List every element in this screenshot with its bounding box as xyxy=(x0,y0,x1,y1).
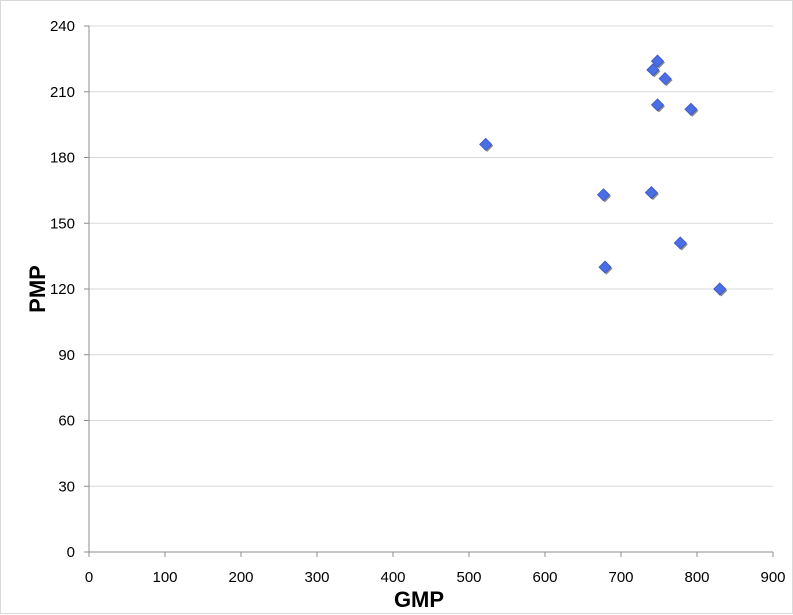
y-tick-label: 210 xyxy=(50,84,75,101)
x-tick-label: 900 xyxy=(760,569,785,586)
y-tick-label: 60 xyxy=(58,413,75,430)
y-tick-label: 120 xyxy=(50,281,75,298)
data-point xyxy=(684,102,699,117)
data-point-marker xyxy=(658,72,672,86)
point-layer xyxy=(479,54,728,297)
x-axis-title: GMP xyxy=(394,587,444,612)
y-axis-title: PMP xyxy=(25,265,50,313)
data-point xyxy=(596,188,612,203)
y-tick-label: 90 xyxy=(58,347,75,364)
x-tick-label: 300 xyxy=(304,569,329,586)
x-tick-label: 600 xyxy=(532,569,557,586)
data-point xyxy=(598,260,613,275)
y-tick-label: 150 xyxy=(50,215,75,232)
data-point xyxy=(650,98,665,113)
x-tick-label: 100 xyxy=(152,569,177,586)
x-tick-label: 400 xyxy=(380,569,405,586)
axis-layer xyxy=(84,25,774,557)
data-point-marker xyxy=(713,282,727,296)
data-point-marker xyxy=(479,137,493,151)
x-tick-label: 500 xyxy=(456,569,481,586)
y-tick-label: 240 xyxy=(50,18,75,35)
x-tick-label: 200 xyxy=(228,569,253,586)
data-point xyxy=(713,282,728,297)
data-point-marker xyxy=(598,260,612,274)
grid-layer xyxy=(89,25,773,487)
data-point xyxy=(644,186,659,201)
y-tick-label: 180 xyxy=(50,150,75,167)
data-point-marker xyxy=(646,63,660,77)
x-tick-label: 800 xyxy=(684,569,709,586)
data-point xyxy=(658,72,673,87)
data-point-marker xyxy=(596,188,611,202)
data-point-marker xyxy=(684,102,698,116)
y-tick-label: 0 xyxy=(67,544,75,561)
data-point xyxy=(650,54,665,69)
tick-layer: 0 30 60 90 120 150 180 210 240 0 100 200 300 400 500 60… xyxy=(50,18,786,586)
x-tick-label: 700 xyxy=(608,569,633,586)
x-tick-label: 0 xyxy=(85,569,93,586)
data-point-marker xyxy=(644,186,658,200)
y-tick-label: 30 xyxy=(58,478,75,495)
data-point xyxy=(673,236,688,251)
data-point xyxy=(646,63,661,78)
data-point xyxy=(479,137,494,152)
data-point-marker xyxy=(673,236,687,250)
data-point-marker xyxy=(650,98,665,112)
data-point-marker xyxy=(650,54,665,68)
